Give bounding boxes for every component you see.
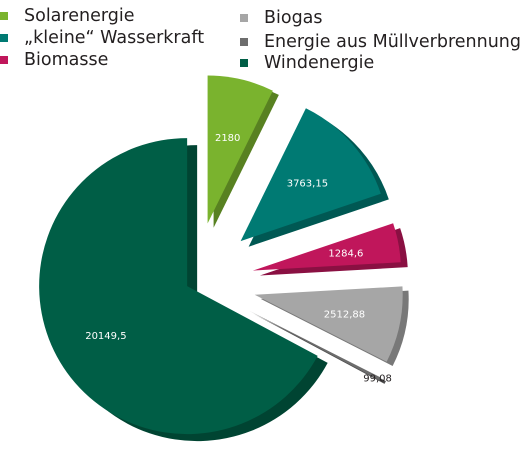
data-label-windenergie: 20149,5 [85,331,126,342]
pie-slice-muellverbrennung [248,310,381,381]
legend-swatch [240,38,248,46]
legend-label: „kleine“ Wasserkraft [24,28,205,48]
legend-swatch [0,34,8,42]
legend: Solarenergie „kleine“ Wasserkraft Biomas… [0,0,532,80]
legend-label: Solarenergie [24,6,135,26]
legend-label: Biogas [264,8,323,28]
legend-swatch [0,12,8,20]
legend-swatch [0,56,8,64]
legend-item-biogas: Biogas [240,8,323,28]
pie-slice-wasserkraft [240,108,381,242]
data-label-solarenergie: 2180 [215,133,240,144]
legend-swatch [240,59,248,67]
pie-slice-side-muellverbrennung [253,314,386,384]
legend-item-wasserkraft: „kleine“ Wasserkraft [0,28,204,48]
data-label-wasserkraft: 3763,15 [287,179,328,190]
legend-item-solarenergie: Solarenergie [0,6,134,26]
pie-slice-solarenergie [207,75,273,224]
legend-label: Windenergie [264,53,375,73]
legend-label: Energie aus Müllverbrennung [264,32,521,52]
data-label-muellverbrennung: 99,08 [363,374,392,385]
pie-slice-biomasse [252,223,401,271]
pie-slice-windenergie [39,138,318,435]
data-label-biogas: 2512,88 [324,310,365,321]
legend-item-muellverbrennung: Energie aus Müllverbrennung [240,32,521,52]
pie-slice-biogas [254,286,403,362]
legend-item-windenergie: Windenergie [240,53,374,73]
data-label-biomasse: 1284,6 [328,249,363,260]
legend-swatch [240,14,248,22]
legend-label: Biomasse [24,50,109,70]
legend-item-biomasse: Biomasse [0,50,108,70]
